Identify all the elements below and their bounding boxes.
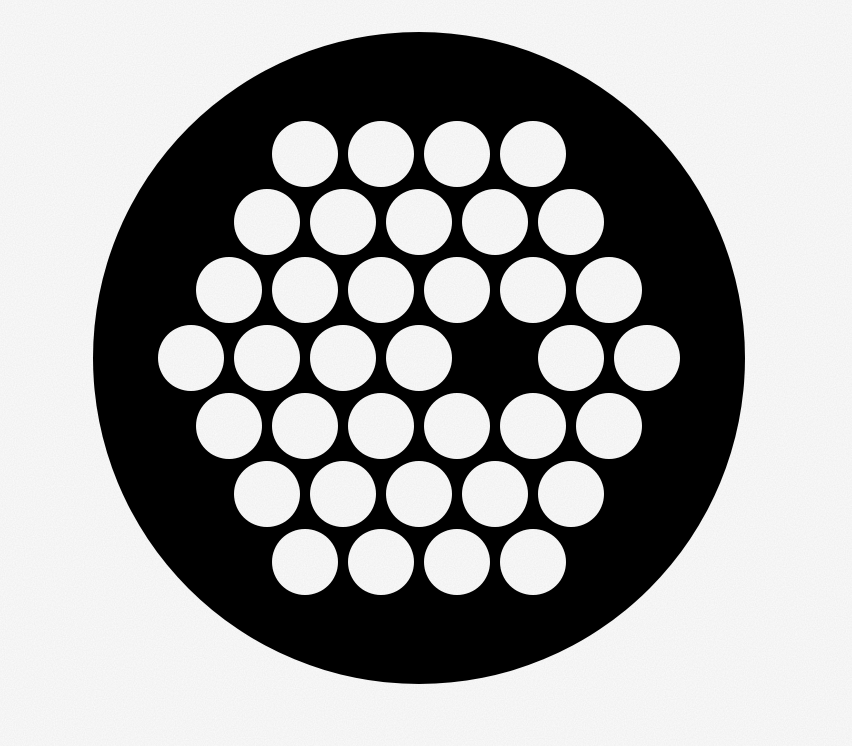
lattice-hole (424, 257, 490, 323)
lattice-hole (576, 393, 642, 459)
lattice-hole (272, 529, 338, 595)
lattice-hole (424, 529, 490, 595)
lattice-hole (576, 257, 642, 323)
lattice-hole (234, 461, 300, 527)
lattice-hole (310, 461, 376, 527)
lattice-hole (500, 257, 566, 323)
lattice-hole (234, 189, 300, 255)
lattice-hole (462, 461, 528, 527)
lattice-hole (348, 393, 414, 459)
lattice-hole (500, 529, 566, 595)
lattice-hole (538, 189, 604, 255)
lattice-hole (424, 121, 490, 187)
lattice-hole (462, 189, 528, 255)
lattice-hole (272, 393, 338, 459)
lattice-hole (310, 325, 376, 391)
lattice-hole (614, 325, 680, 391)
lattice-hole (348, 257, 414, 323)
lattice-hole (424, 393, 490, 459)
lattice-hole (386, 461, 452, 527)
lattice-hole (234, 325, 300, 391)
lattice-hole (272, 121, 338, 187)
lattice-hole (196, 257, 262, 323)
lattice-hole (272, 257, 338, 323)
lattice-hole (500, 121, 566, 187)
lattice-hole (386, 189, 452, 255)
diagram-canvas (0, 0, 852, 746)
lattice-hole (310, 189, 376, 255)
lattice-hole (500, 393, 566, 459)
lattice-hole (196, 393, 262, 459)
lattice-hole (386, 325, 452, 391)
lattice-hole (348, 529, 414, 595)
lattice-hole (538, 461, 604, 527)
lattice-hole (538, 325, 604, 391)
lattice-hole (348, 121, 414, 187)
lattice-hole (158, 325, 224, 391)
